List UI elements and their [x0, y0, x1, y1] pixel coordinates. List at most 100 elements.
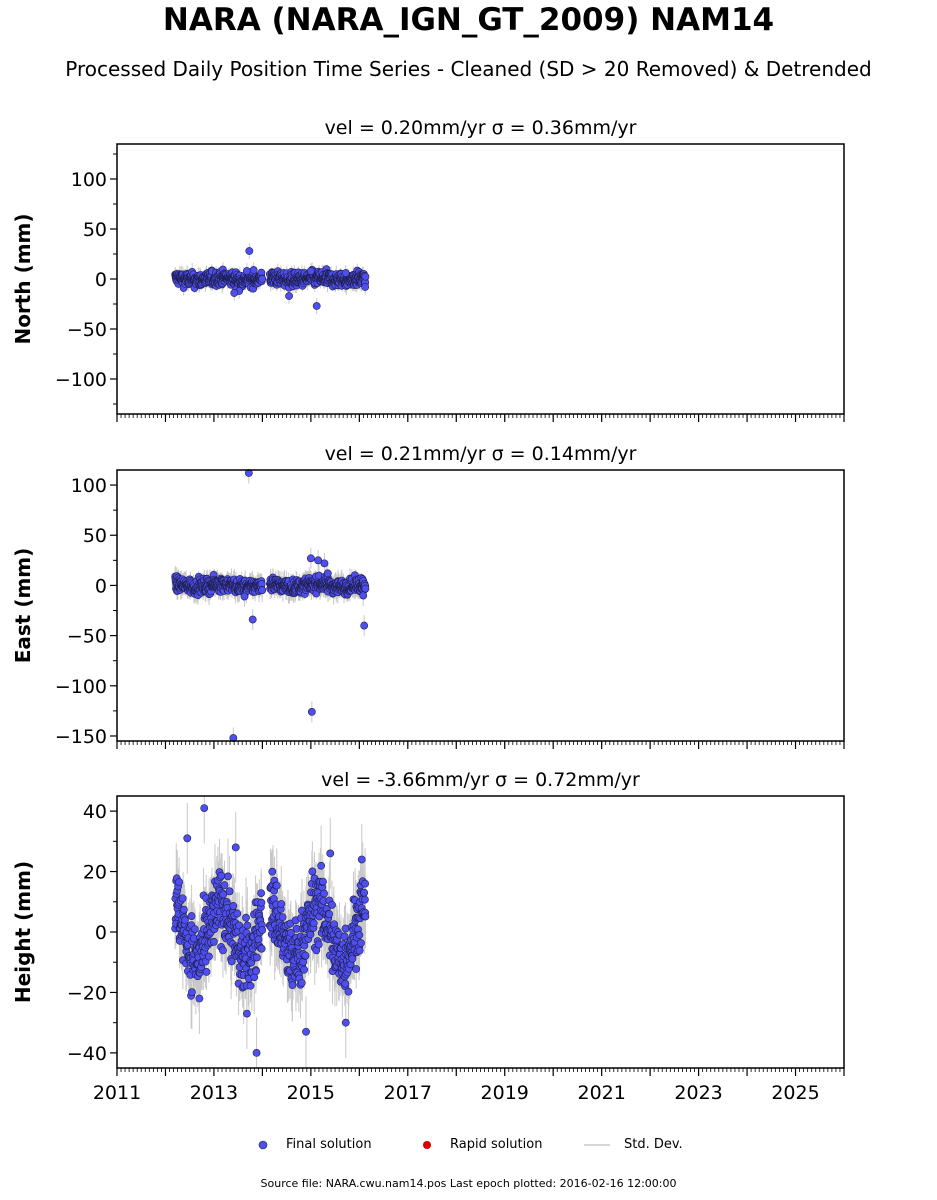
data-point: [286, 928, 295, 937]
data-point: [359, 591, 368, 600]
data-point: [257, 898, 266, 907]
chart-title: NARA (NARA_IGN_GT_2009) NAM14: [162, 2, 775, 38]
points-height: [171, 804, 370, 1057]
data-point: [258, 274, 267, 283]
data-point: [220, 881, 229, 890]
data-point: [361, 272, 370, 281]
panel-north: vel = 0.20mm/yr σ = 0.36mm/yr North (mm) 1…: [11, 117, 845, 422]
y-tick-label: 100: [71, 169, 107, 191]
data-point: [210, 937, 218, 946]
y-tick-label: −100: [55, 369, 107, 391]
data-point: [306, 554, 315, 563]
data-point: [360, 888, 369, 897]
data-point: [357, 939, 365, 947]
data-point: [219, 946, 227, 955]
data-point: [200, 804, 209, 812]
data-point: [341, 979, 350, 988]
data-point: [272, 881, 281, 890]
legend-label-final: Final solution: [286, 1137, 372, 1152]
data-point: [245, 247, 254, 255]
data-point: [355, 931, 364, 939]
y-tick-label: 40: [83, 801, 107, 823]
x-tick-label: 2015: [287, 1082, 335, 1104]
points-east: [171, 469, 370, 742]
data-point: [314, 940, 323, 949]
x-tick-label: 2017: [384, 1082, 432, 1104]
data-point: [317, 861, 326, 870]
legend-label-rapid: Rapid solution: [450, 1137, 543, 1152]
y-tick-label: 0: [95, 575, 107, 597]
data-point: [341, 269, 350, 277]
data-point: [181, 916, 189, 925]
data-point: [314, 556, 323, 565]
y-tick-label: 50: [83, 525, 107, 547]
data-point: [258, 586, 267, 595]
y-tick-label: −100: [55, 676, 107, 698]
data-point: [355, 946, 364, 955]
data-point: [195, 994, 204, 1003]
y-axis-label-height: Height (mm): [11, 861, 35, 1003]
data-point: [307, 707, 316, 716]
y-tick-label: 50: [83, 219, 107, 241]
data-point: [361, 584, 370, 593]
std-dev-line-icon: [584, 1143, 610, 1146]
data-point: [308, 867, 317, 876]
data-point: [341, 1018, 350, 1027]
data-point: [361, 912, 370, 921]
data-point: [257, 889, 266, 897]
x-tick-label: 2019: [481, 1082, 529, 1104]
data-point: [288, 981, 297, 990]
data-point: [230, 289, 239, 297]
data-point: [178, 894, 187, 903]
data-point: [344, 987, 353, 996]
y-tick-label: 0: [95, 269, 107, 291]
data-point: [323, 569, 332, 578]
source-footer: Source file: NARA.cwu.nam14.pos Last epo…: [260, 1177, 677, 1190]
y-tick-label: 0: [95, 922, 107, 944]
y-tick-label: −40: [67, 1043, 107, 1065]
data-point: [249, 266, 258, 274]
data-point: [233, 909, 242, 918]
data-point: [189, 934, 198, 943]
legend-item-rapid: Rapid solution: [422, 1137, 542, 1152]
data-point: [246, 981, 255, 990]
y-axis-label-north: North (mm): [11, 213, 35, 344]
y-tick-label: 100: [71, 475, 107, 497]
error-bars-east: [174, 470, 366, 741]
y-tick-label: −50: [67, 626, 107, 648]
data-point: [361, 283, 370, 291]
data-point: [227, 957, 236, 966]
data-point: [258, 926, 267, 934]
legend: Final solution Rapid solution Std. Dev.: [0, 1137, 937, 1157]
data-point: [300, 965, 309, 974]
data-point: [252, 1048, 261, 1057]
data-point: [243, 921, 252, 930]
panel-title-height: vel = -3.66mm/yr σ = 0.72mm/yr: [321, 769, 640, 791]
data-point: [229, 902, 238, 910]
data-point: [248, 615, 257, 624]
data-point: [312, 302, 321, 310]
data-point: [352, 965, 361, 973]
data-point: [341, 924, 350, 933]
data-point: [340, 932, 349, 941]
data-point: [268, 867, 277, 876]
time-series-figure: vel = 0.20mm/yr σ = 0.36mm/yr North (mm) 1…: [11, 117, 845, 1104]
panel-height: vel = -3.66mm/yr σ = 0.72mm/yr Height (mm…: [11, 769, 845, 1104]
data-point: [187, 912, 196, 920]
y-tick-label: −150: [55, 726, 107, 748]
panel-title-north: vel = 0.20mm/yr σ = 0.36mm/yr: [325, 117, 637, 139]
data-point: [361, 879, 370, 888]
data-point: [183, 834, 192, 843]
data-point: [217, 871, 226, 880]
data-point: [190, 925, 199, 933]
data-point: [319, 877, 327, 886]
x-tick-label: 2023: [674, 1082, 722, 1104]
data-point: [297, 978, 306, 987]
x-tick-label: 2013: [190, 1082, 238, 1104]
data-point: [277, 900, 286, 908]
data-point: [301, 951, 310, 960]
y-tick-label: −50: [67, 319, 107, 341]
data-point: [242, 267, 251, 275]
data-point: [278, 913, 287, 922]
chart-subtitle: Processed Daily Position Time Series - C…: [65, 57, 872, 81]
